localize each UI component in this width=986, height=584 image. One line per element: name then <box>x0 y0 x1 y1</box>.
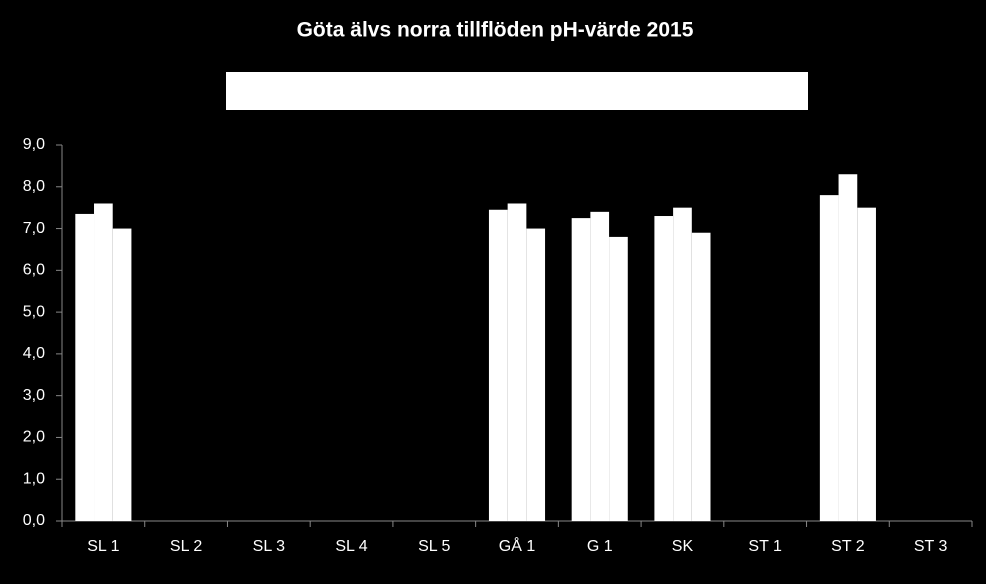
bar <box>654 216 674 521</box>
x-tick-label: SL 1 <box>87 538 119 555</box>
bar <box>857 207 876 521</box>
y-tick-label: 5,0 <box>23 303 45 320</box>
x-tick-label: ST 2 <box>831 538 865 555</box>
bar <box>75 213 95 521</box>
y-tick-label: 2,0 <box>23 429 45 446</box>
bar <box>507 203 527 521</box>
x-tick-label: ST 3 <box>914 538 948 555</box>
y-tick-label: 9,0 <box>23 136 45 153</box>
bar <box>571 218 591 521</box>
bar <box>590 211 610 521</box>
y-tick-label: 1,0 <box>23 470 45 487</box>
bar <box>94 203 113 521</box>
bar <box>609 236 628 521</box>
bar <box>691 232 711 521</box>
bar <box>112 228 132 522</box>
bar <box>819 195 839 521</box>
x-tick-label: SL 2 <box>170 538 202 555</box>
y-tick-label: 8,0 <box>23 178 45 195</box>
x-tick-label: G 1 <box>587 538 613 555</box>
bar <box>488 209 508 521</box>
y-tick-label: 7,0 <box>23 220 45 237</box>
y-tick-label: 3,0 <box>23 387 45 404</box>
x-tick-label: SK <box>672 538 694 555</box>
x-tick-label: SL 4 <box>335 538 367 555</box>
y-tick-label: 4,0 <box>23 345 45 362</box>
y-tick-label: 6,0 <box>23 262 45 279</box>
bar <box>526 228 546 522</box>
bar <box>673 207 692 521</box>
chart-title: Göta älvs norra tillflöden pH-värde 2015 <box>297 19 694 42</box>
bar <box>838 174 858 521</box>
x-tick-label: SL 5 <box>418 538 450 555</box>
x-tick-label: ST 1 <box>748 538 782 555</box>
legend-box <box>226 72 808 110</box>
x-tick-label: GÅ 1 <box>499 536 536 555</box>
x-tick-label: SL 3 <box>253 538 285 555</box>
y-tick-label: 0,0 <box>23 512 45 529</box>
